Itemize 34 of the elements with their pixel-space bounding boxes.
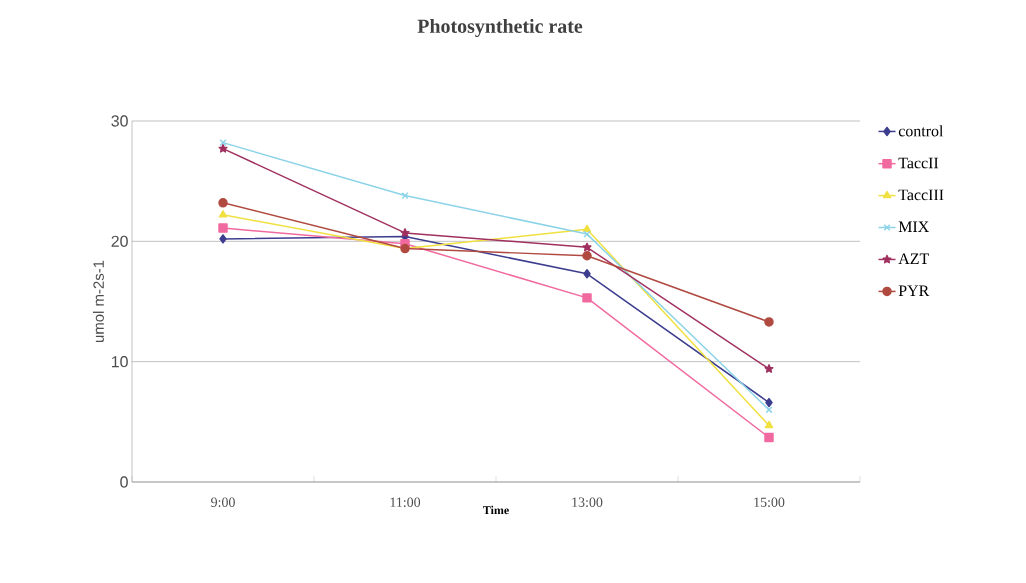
point (218, 210, 228, 218)
chart-title: Photosynthetic rate (417, 18, 583, 38)
legend-label: MIX (898, 221, 929, 232)
point (764, 420, 774, 429)
x-tick-label: 13:00 (572, 497, 603, 507)
point (400, 228, 410, 237)
y-axis-title: umol m-2s-1 (92, 260, 104, 343)
x-axis-title: Time (483, 505, 509, 515)
point (764, 432, 774, 443)
point (583, 269, 591, 279)
point (218, 223, 228, 233)
legend-label: TaccII (898, 157, 939, 169)
y-tick-label: 0 (120, 476, 128, 488)
point (582, 251, 592, 261)
y-tick-label: 30 (111, 115, 128, 127)
y-tick-label: 20 (111, 235, 128, 247)
point (401, 192, 409, 200)
y-tick-label: 10 (111, 356, 128, 368)
point (219, 234, 227, 244)
legend-label: control (898, 125, 944, 137)
point (582, 242, 592, 252)
legend-label: TaccIII (898, 189, 944, 201)
legend-label: PYR (898, 285, 930, 296)
x-tick-label: 11:00 (390, 497, 421, 507)
point (582, 293, 592, 303)
x-tick-label: 15:00 (754, 497, 785, 507)
point (582, 224, 592, 233)
point (218, 198, 228, 208)
legend-label: AZT (898, 253, 929, 264)
x-tick-label: 9:00 (211, 497, 235, 507)
point (764, 317, 774, 327)
point (218, 143, 228, 153)
point (764, 364, 774, 373)
point (765, 397, 773, 408)
